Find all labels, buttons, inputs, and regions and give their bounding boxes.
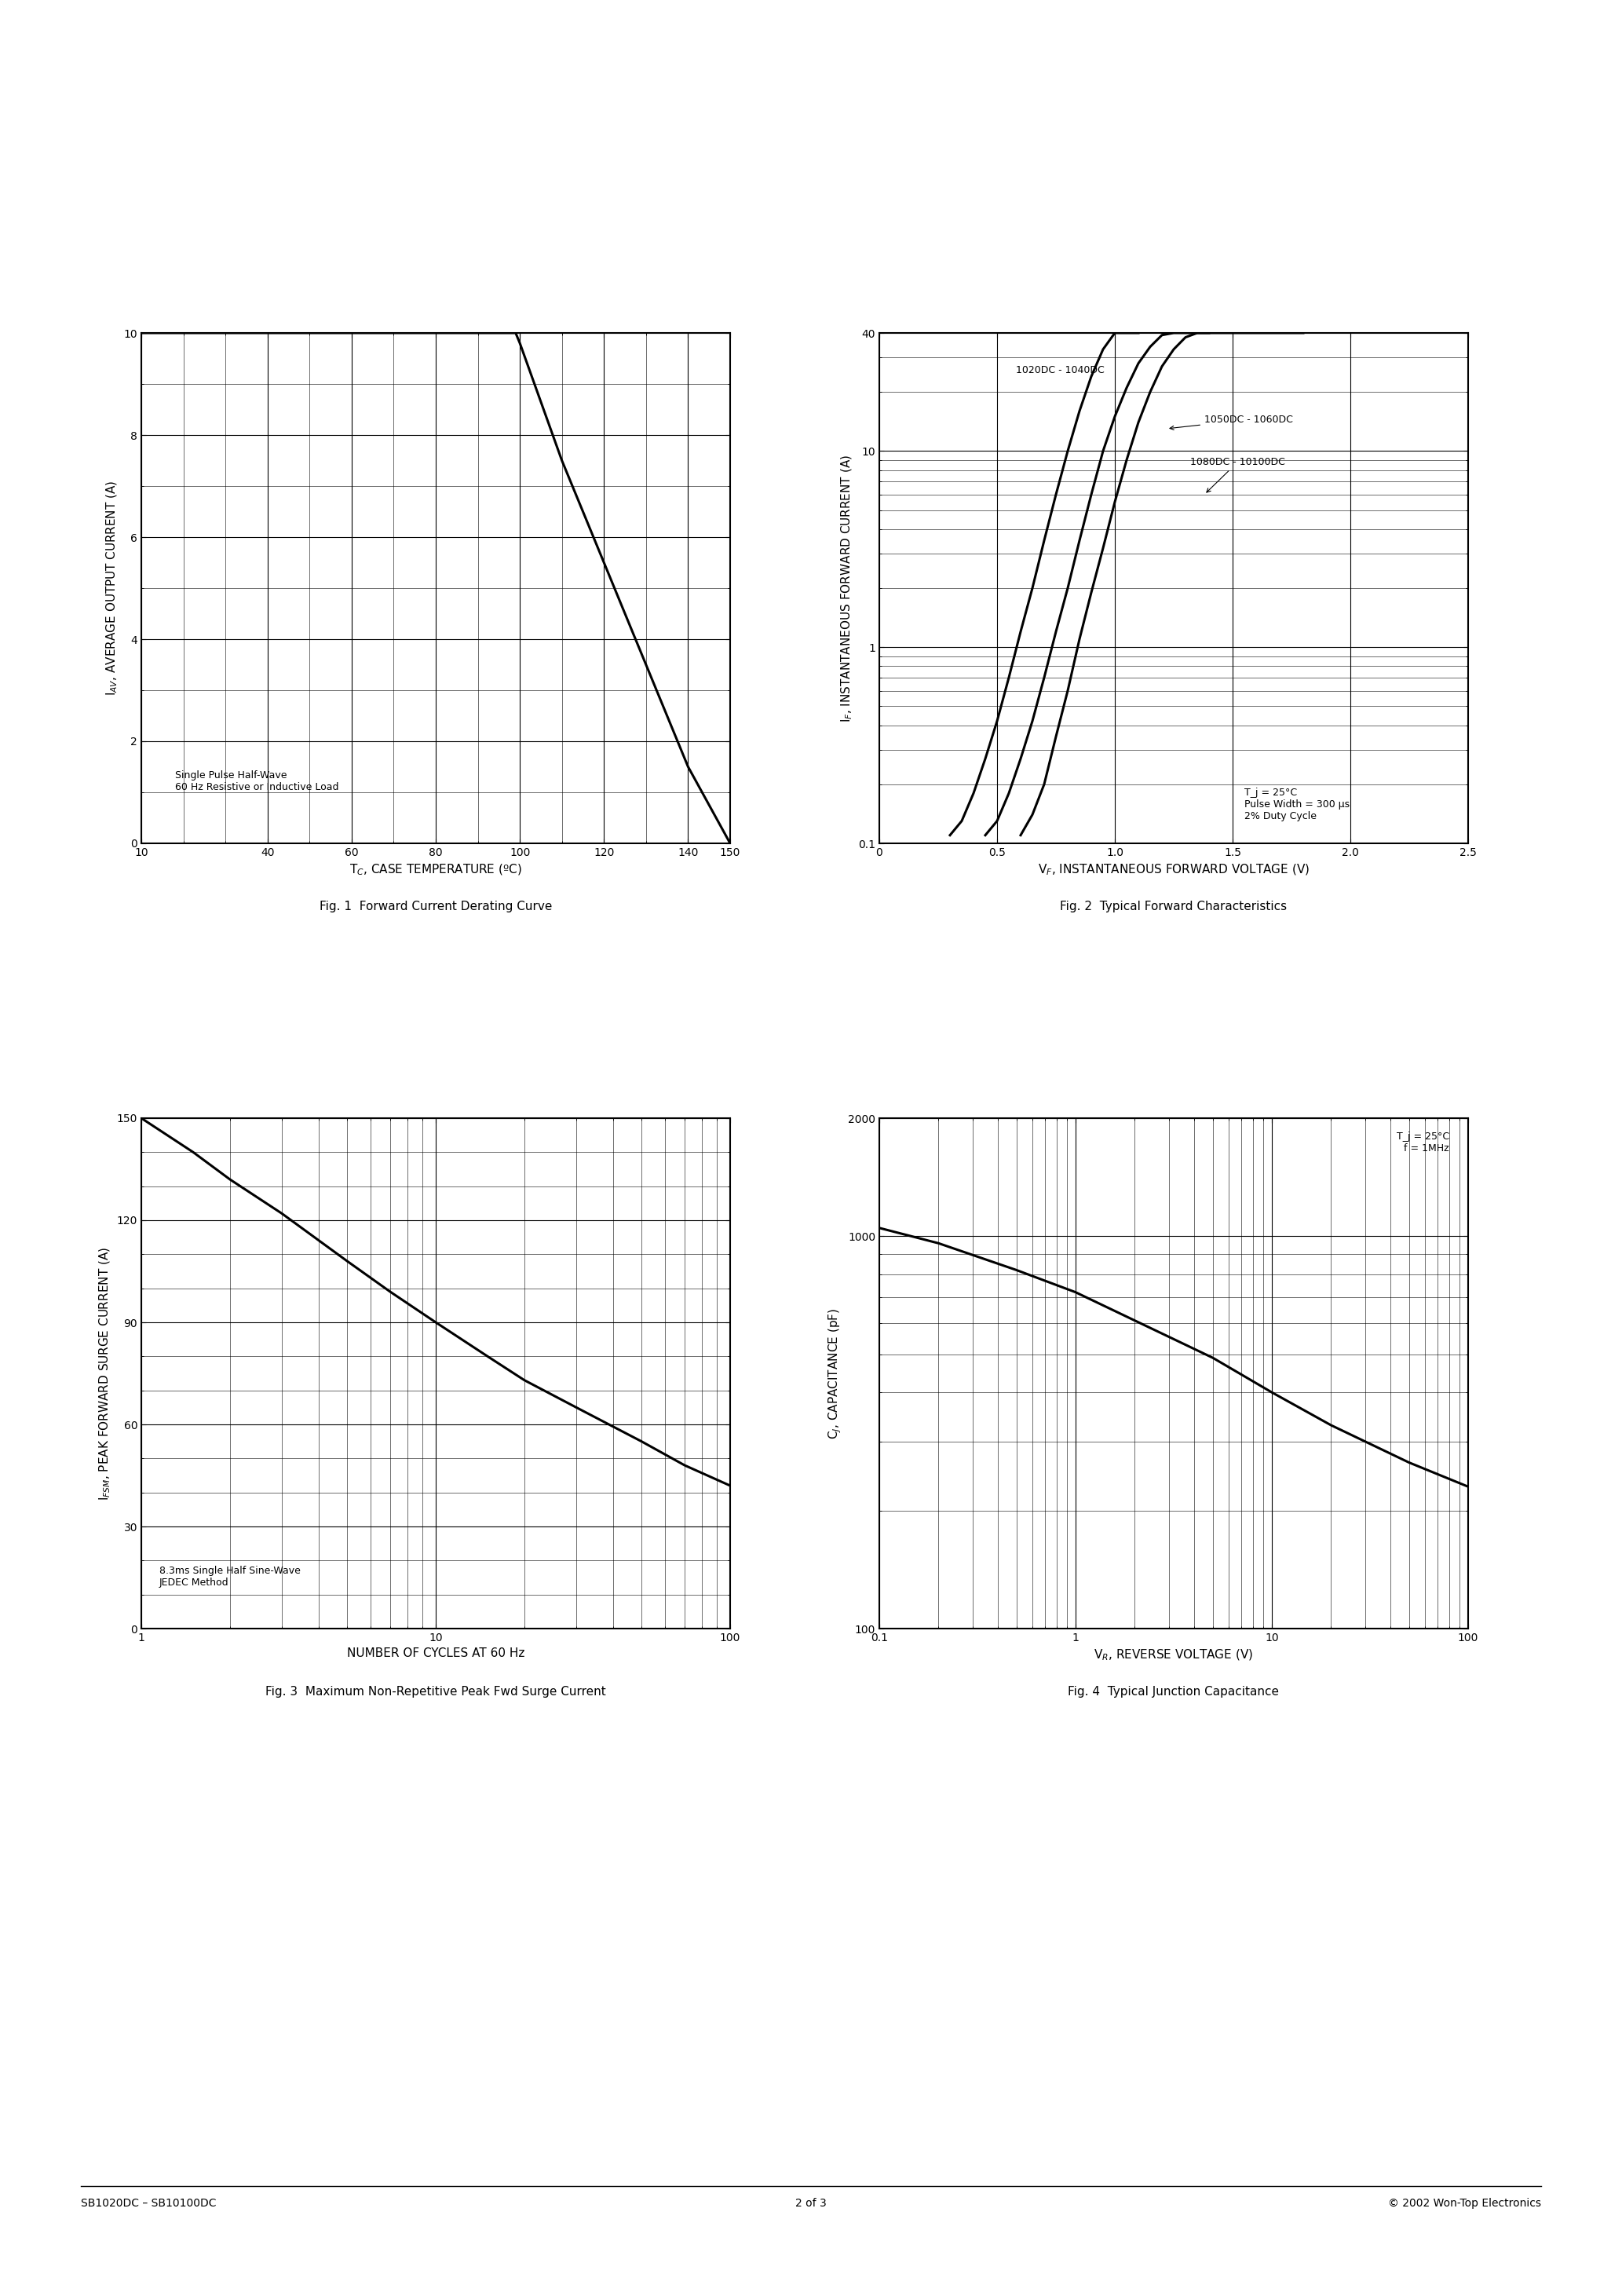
Text: T_j = 25°C
Pulse Width = 300 μs
2% Duty Cycle: T_j = 25°C Pulse Width = 300 μs 2% Duty …	[1244, 788, 1350, 822]
Text: Single Pulse Half-Wave
60 Hz Resistive or Inductive Load: Single Pulse Half-Wave 60 Hz Resistive o…	[175, 769, 339, 792]
Text: Fig. 3  Maximum Non-Repetitive Peak Fwd Surge Current: Fig. 3 Maximum Non-Repetitive Peak Fwd S…	[266, 1685, 607, 1697]
Text: Fig. 2  Typical Forward Characteristics: Fig. 2 Typical Forward Characteristics	[1061, 900, 1288, 912]
Y-axis label: I$_{FSM}$, PEAK FORWARD SURGE CURRENT (A): I$_{FSM}$, PEAK FORWARD SURGE CURRENT (A…	[97, 1247, 112, 1499]
Y-axis label: C$_J$, CAPACITANCE (pF): C$_J$, CAPACITANCE (pF)	[827, 1309, 843, 1440]
Text: 2 of 3: 2 of 3	[795, 2197, 827, 2209]
X-axis label: V$_F$, INSTANTANEOUS FORWARD VOLTAGE (V): V$_F$, INSTANTANEOUS FORWARD VOLTAGE (V)	[1038, 863, 1309, 877]
Text: T_j = 25°C
f = 1MHz: T_j = 25°C f = 1MHz	[1397, 1132, 1448, 1153]
Text: 1050DC - 1060DC: 1050DC - 1060DC	[1169, 416, 1293, 429]
Text: 1020DC - 1040DC: 1020DC - 1040DC	[1015, 365, 1105, 374]
Text: Fig. 4  Typical Junction Capacitance: Fig. 4 Typical Junction Capacitance	[1069, 1685, 1280, 1697]
Y-axis label: I$_F$, INSTANTANEOUS FORWARD CURRENT (A): I$_F$, INSTANTANEOUS FORWARD CURRENT (A)	[840, 455, 853, 721]
X-axis label: NUMBER OF CYCLES AT 60 Hz: NUMBER OF CYCLES AT 60 Hz	[347, 1649, 524, 1660]
Y-axis label: I$_{AV}$, AVERAGE OUTPUT CURRENT (A): I$_{AV}$, AVERAGE OUTPUT CURRENT (A)	[105, 480, 120, 696]
Text: 8.3ms Single Half Sine-Wave
JEDEC Method: 8.3ms Single Half Sine-Wave JEDEC Method	[159, 1566, 300, 1589]
Text: © 2002 Won-Top Electronics: © 2002 Won-Top Electronics	[1388, 2197, 1541, 2209]
Text: 1080DC - 10100DC: 1080DC - 10100DC	[1191, 457, 1285, 491]
X-axis label: T$_C$, CASE TEMPERATURE (ºC): T$_C$, CASE TEMPERATURE (ºC)	[349, 863, 522, 877]
X-axis label: V$_R$, REVERSE VOLTAGE (V): V$_R$, REVERSE VOLTAGE (V)	[1093, 1649, 1254, 1662]
Text: Fig. 1  Forward Current Derating Curve: Fig. 1 Forward Current Derating Curve	[320, 900, 551, 912]
Text: SB1020DC – SB10100DC: SB1020DC – SB10100DC	[81, 2197, 216, 2209]
